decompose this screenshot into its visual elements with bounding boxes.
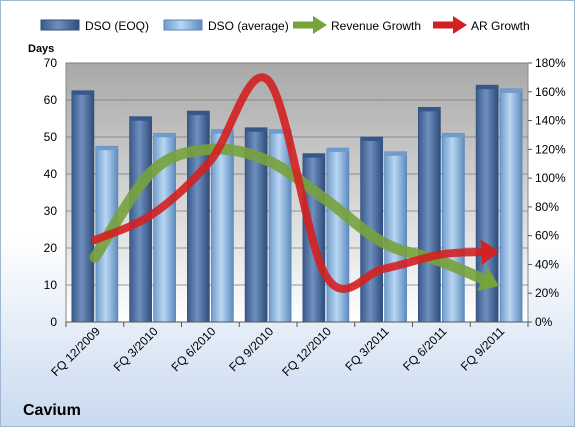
y-tick-label: 50 <box>44 130 58 144</box>
y2-tick-label: 120% <box>535 142 566 156</box>
legend-label-ar-growth: AR Growth <box>471 19 530 33</box>
legend-label-revenue-growth: Revenue Growth <box>331 19 421 33</box>
bar-dso-eoq <box>418 107 441 323</box>
bar-cap-dso-eoq <box>245 127 268 132</box>
x-tick-label: FQ 6/2010 <box>169 324 219 374</box>
x-tick-label: FQ 6/2011 <box>400 324 450 374</box>
y2-tick-label: 60% <box>535 229 559 243</box>
y-tick-label: 10 <box>44 278 58 292</box>
x-tick-label: FQ 9/2011 <box>458 324 508 374</box>
bar-cap-dso-eoq <box>418 107 441 112</box>
bar-cap-dso-avg <box>326 148 349 153</box>
x-tick-label: FQ 3/2010 <box>111 324 161 374</box>
legend: DSO (EOQ) DSO (average) Revenue Growth A… <box>40 16 530 34</box>
y-tick-label: 30 <box>44 204 58 218</box>
legend-label-dso-eoq: DSO (EOQ) <box>85 19 149 33</box>
bar-cap-dso-avg <box>211 129 234 134</box>
y-tick-label: 20 <box>44 241 58 255</box>
y2-tick-label: 40% <box>535 257 559 271</box>
y-tick-label: 60 <box>44 93 58 107</box>
bar-cap-dso-eoq <box>129 116 152 121</box>
y2-tick-label: 100% <box>535 171 566 185</box>
ar-growth-arrowhead <box>480 239 500 266</box>
bar-cap-dso-avg <box>384 151 407 156</box>
bar-dso-avg <box>499 88 523 323</box>
ar-growth-line <box>90 73 494 293</box>
y-axis-label: Days <box>28 43 54 55</box>
bar-cap-dso-avg <box>153 133 176 138</box>
bar-dso-eoq <box>71 90 95 323</box>
y-tick-label: 0 <box>50 315 57 329</box>
y2-tick-label: 0% <box>535 315 553 329</box>
y2-tick-label: 180% <box>535 56 566 70</box>
bar-cap-dso-avg <box>442 133 465 138</box>
bar-dso-avg <box>326 147 350 323</box>
company-name: Cavium <box>23 402 81 419</box>
legend-label-dso-avg: DSO (average) <box>208 19 289 33</box>
bar-cap-dso-eoq <box>360 137 383 141</box>
revenue-growth-arrowhead <box>477 267 500 291</box>
bar-dso-eoq <box>187 110 210 323</box>
bar-cap-dso-avg <box>269 129 292 134</box>
left-axis-ticks: 0 10 20 30 40 50 60 70 <box>44 56 58 329</box>
legend-swatch-dso-avg <box>163 19 203 31</box>
y2-tick-label: 80% <box>535 200 559 214</box>
bar-cap-dso-avg <box>95 146 118 151</box>
x-tick-label: FQ 12/2009 <box>48 324 103 379</box>
y2-tick-label: 160% <box>535 85 566 99</box>
bar-dso-avg <box>442 132 465 323</box>
legend-swatch-dso-eoq <box>40 19 80 31</box>
bar-cap-dso-eoq <box>302 153 325 158</box>
bar-dso-avg <box>384 151 407 323</box>
x-tick-label: FQ 12/2010 <box>279 324 334 379</box>
y2-tick-label: 140% <box>535 114 566 128</box>
x-tick-label: FQ 9/2010 <box>226 324 276 374</box>
y2-tick-label: 20% <box>535 286 559 300</box>
bar-cap-dso-avg <box>500 88 523 93</box>
bar-cap-dso-eoq <box>71 90 94 95</box>
right-axis-ticks: 0% 20% 40% 60% 80% 100% 120% 140% 160% 180% <box>528 56 566 329</box>
y-tick-label: 70 <box>44 56 58 70</box>
legend-swatch-revenue-growth <box>293 16 327 34</box>
y-tick-label: 40 <box>44 167 58 181</box>
x-tick-label: FQ 3/2011 <box>342 324 392 374</box>
legend-swatch-ar-growth <box>433 16 467 34</box>
x-axis-ticks: FQ 12/2009 FQ 3/2010 FQ 6/2010 FQ 9/2010 FQ … <box>48 321 529 379</box>
bar-cap-dso-eoq <box>476 85 499 90</box>
lines-group <box>89 73 500 293</box>
bar-cap-dso-eoq <box>187 111 210 116</box>
